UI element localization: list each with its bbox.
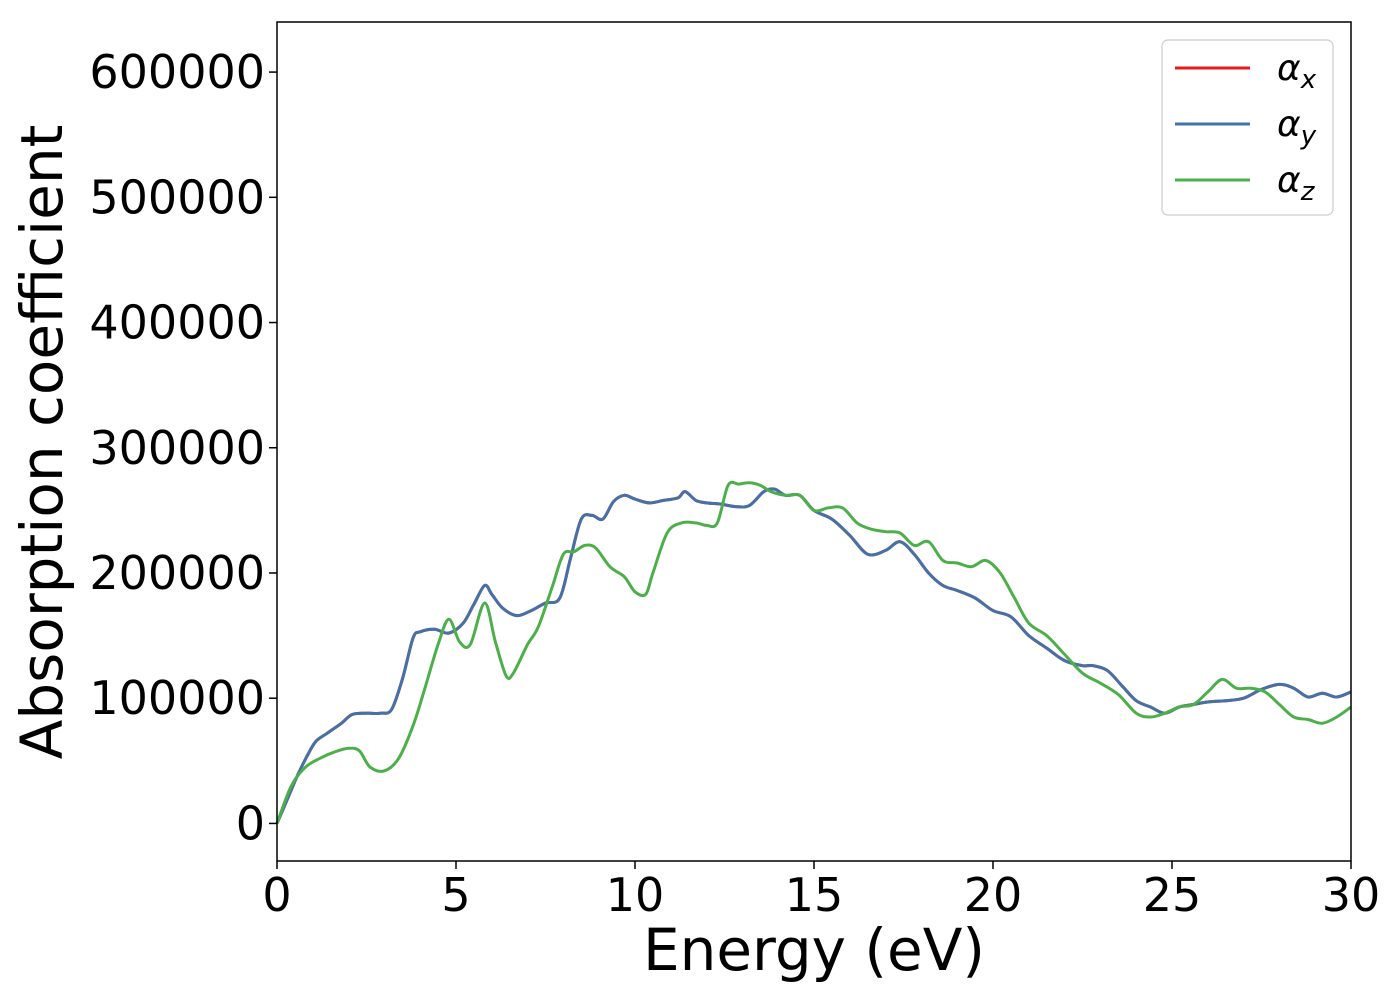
y-tick-label: 300000 (89, 421, 265, 475)
x-tick-label: 0 (262, 868, 291, 922)
x-tick-label: 30 (1322, 868, 1381, 922)
y-tick-label: 600000 (89, 45, 265, 99)
x-tick-label: 15 (785, 868, 844, 922)
x-tick-label: 10 (606, 868, 665, 922)
x-axis-label: Energy (eV) (643, 916, 985, 984)
series-line-z (275, 480, 1352, 824)
x-tick-label: 5 (441, 868, 470, 922)
legend-box (1161, 39, 1334, 216)
y-tick-label: 500000 (89, 170, 265, 224)
y-tick-label: 100000 (89, 671, 265, 725)
series-line-y (275, 487, 1352, 825)
y-tick-label: 0 (236, 796, 265, 850)
y-axis-label: Absorption coefficient (8, 125, 76, 760)
y-axis-ticks: 0 100000 200000 300000 400000 500000 600000 (89, 45, 277, 850)
x-tick-label: 25 (1143, 868, 1202, 922)
y-tick-label: 400000 (89, 296, 265, 350)
series-line-x (275, 487, 1352, 825)
x-tick-label: 20 (964, 868, 1023, 922)
y-tick-label: 200000 (89, 546, 265, 600)
x-axis-ticks: 0 5 10 15 20 25 30 (262, 861, 1380, 922)
series-lines (275, 480, 1352, 825)
